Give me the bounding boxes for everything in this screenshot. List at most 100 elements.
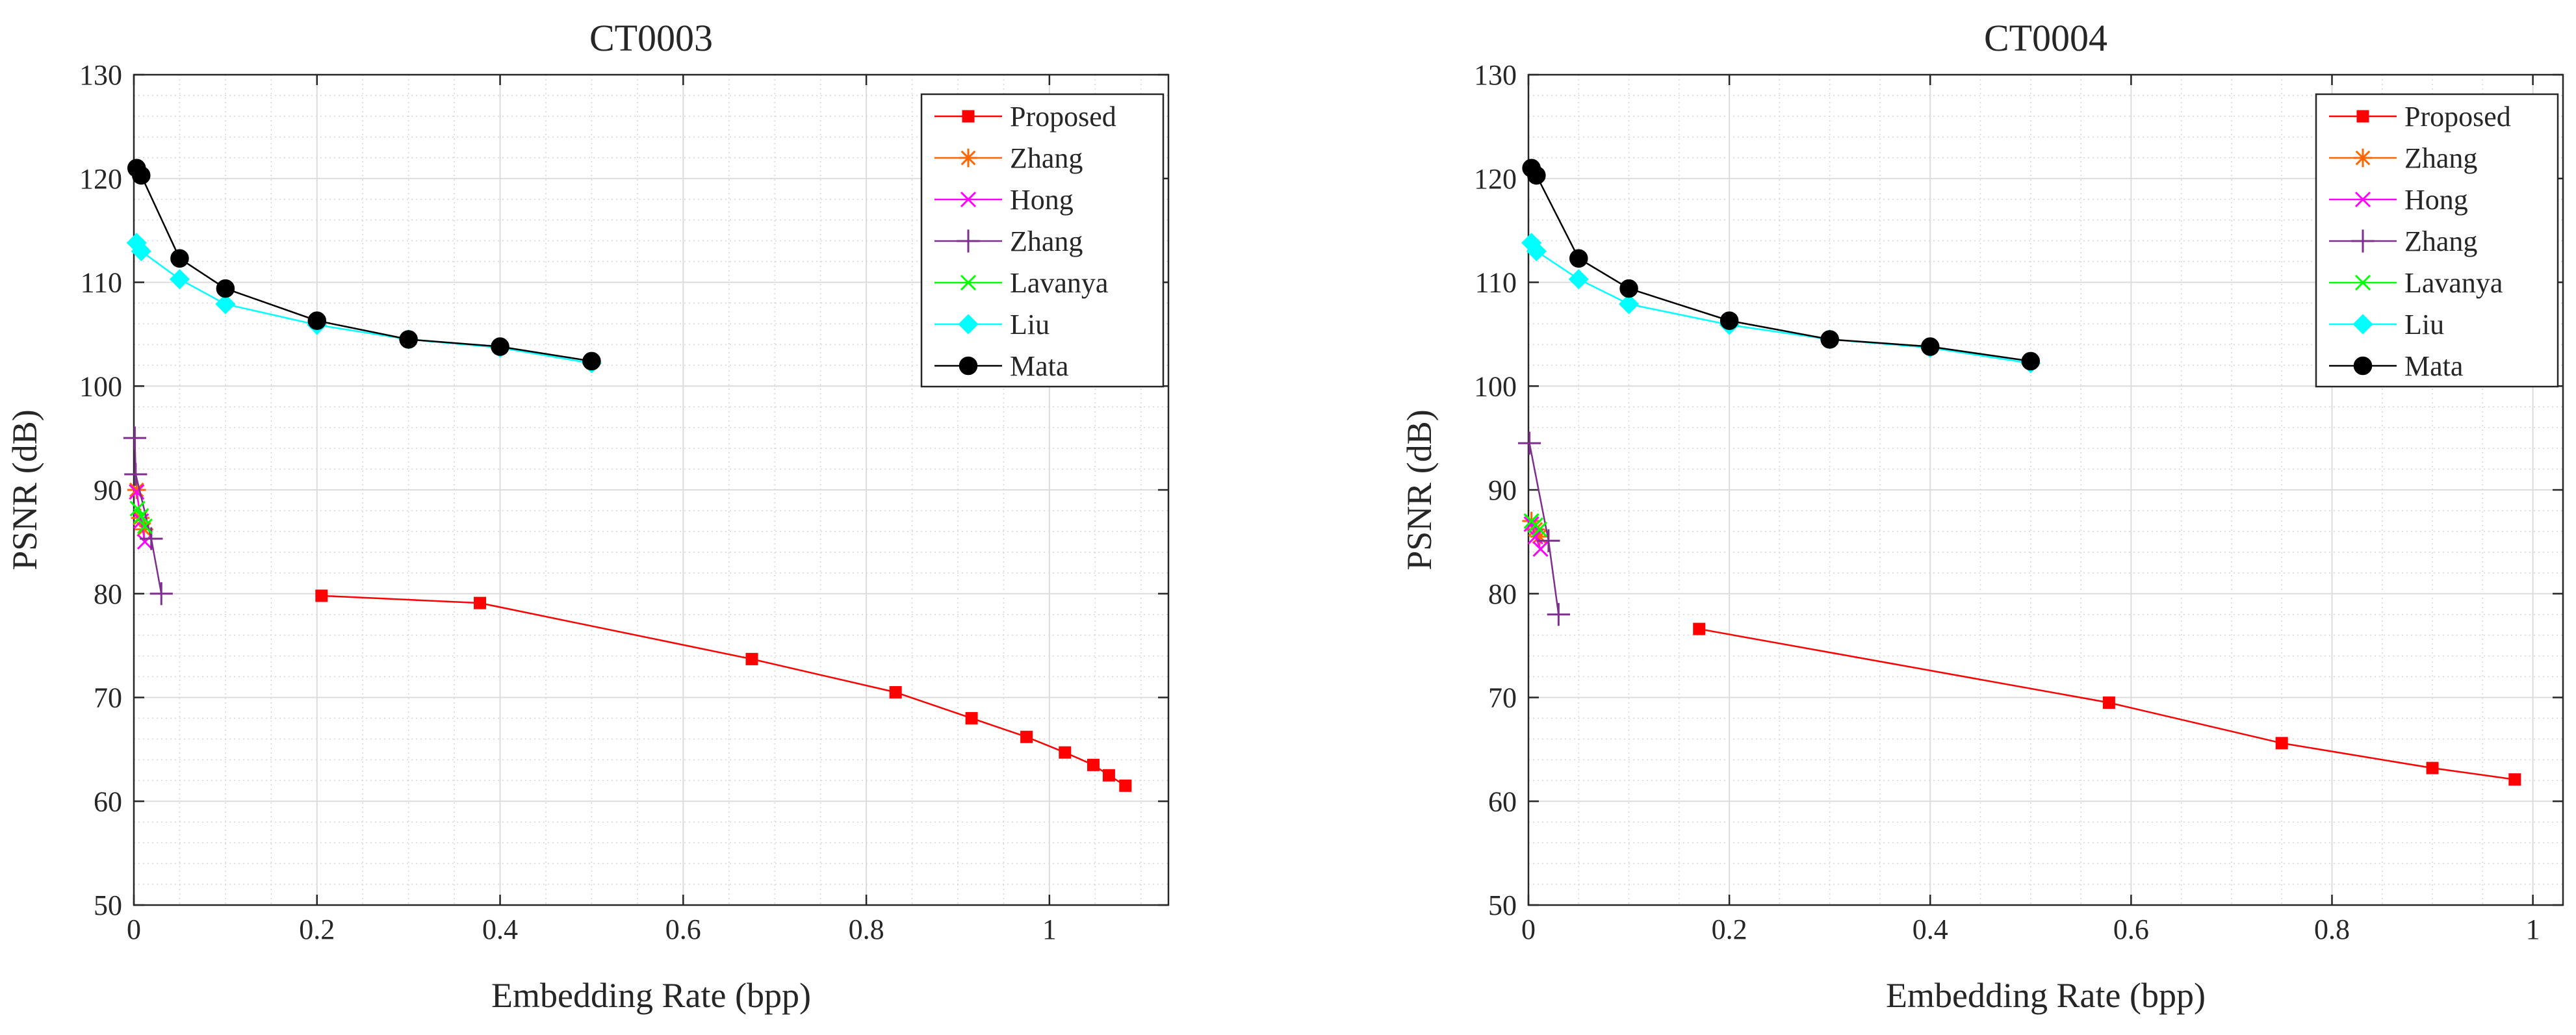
data-point-mata (132, 166, 151, 185)
data-point-lavanya (1531, 521, 1548, 537)
series-group (123, 159, 1132, 792)
data-point-mata (2021, 351, 2041, 371)
data-point-mata (1719, 311, 1739, 330)
series-line-proposed (321, 594, 1126, 787)
legend-marker (960, 191, 977, 208)
x-axis-label: Embedding Rate (bpp) (1886, 976, 2206, 1015)
x-tick-label: 0 (127, 914, 141, 945)
data-point-liu (1568, 269, 1589, 290)
data-point-proposed (889, 686, 902, 699)
y-tick-label: 120 (79, 163, 122, 195)
y-tick-label: 80 (94, 578, 122, 610)
data-point-mata (1820, 330, 1839, 349)
data-point-zhang (1517, 431, 1541, 455)
y-tick-label: 120 (1474, 163, 1517, 195)
data-point-mata (1619, 279, 1638, 298)
legend-label: Zhang (2404, 225, 2477, 257)
data-point-hong (1532, 541, 1549, 557)
y-tick-label: 110 (1475, 267, 1517, 299)
data-point-zhang (149, 582, 173, 606)
y-tick-label: 50 (94, 889, 122, 921)
data-point-liu (1619, 294, 1640, 314)
data-point-proposed (1119, 779, 1132, 792)
y-tick-label: 70 (94, 682, 122, 714)
legend-label: Liu (2404, 309, 2444, 340)
data-point-mata (399, 330, 418, 349)
data-point-proposed (965, 711, 978, 724)
y-tick-label: 130 (79, 59, 122, 91)
legend-label: Zhang (1010, 225, 1083, 257)
legend: Proposed Zhang Hong Zhang Lavanya Liu Mata (2315, 93, 2559, 388)
legend-marker (2352, 314, 2373, 335)
data-point-hong (136, 533, 153, 550)
y-tick-label: 70 (1488, 682, 1517, 714)
y-tick-label: 50 (1488, 889, 1517, 921)
chart-ct0004: 0 0.2 0.4 0.6 0.8 1 50 60 70 80 90 100 110 120 130 CT00… (1400, 17, 2564, 1015)
legend-marker (958, 314, 979, 335)
legend-label: Mata (2404, 350, 2463, 382)
legend-marker (2351, 229, 2375, 253)
data-point-mata (1921, 337, 1940, 356)
data-point-zhang (1537, 529, 1560, 552)
data-point-proposed (1693, 622, 1706, 635)
legend-label: Liu (1010, 309, 1050, 340)
legend-marker (959, 148, 978, 168)
data-point-proposed (2275, 737, 2288, 750)
series-line-zhang (134, 438, 162, 594)
legend-marker (960, 274, 977, 291)
data-point-mata (491, 337, 509, 356)
y-tick-label: 110 (81, 267, 122, 299)
data-point-hong (1523, 516, 1539, 532)
y-tick-label: 90 (1488, 474, 1517, 506)
y-tick-label: 90 (94, 474, 122, 506)
data-point-liu (169, 269, 190, 290)
x-axis-label: Embedding Rate (bpp) (491, 976, 811, 1015)
x-tick-label: 0.6 (2113, 914, 2149, 945)
x-tick-label: 0.4 (482, 914, 518, 945)
data-point-proposed (315, 589, 328, 602)
legend-label: Mata (1010, 350, 1068, 382)
legend-label: Zhang (2404, 142, 2477, 174)
series-line-liu (136, 242, 592, 364)
legend-marker (2354, 191, 2371, 208)
data-point-proposed (474, 596, 487, 609)
y-tick-label: 60 (94, 786, 122, 817)
data-point-zhang (124, 463, 148, 486)
x-tick-label: 0.2 (299, 914, 335, 945)
data-point-mata (307, 311, 327, 330)
chart-ct0003: 0 0.2 0.4 0.6 0.8 1 50 60 70 80 90 100 110 120 130 CT00… (5, 17, 1170, 1015)
series-line-mata (136, 168, 592, 363)
legend-label: Lavanya (2404, 267, 2503, 299)
data-point-zhang (127, 480, 146, 500)
legend-label: Lavanya (1010, 267, 1108, 299)
data-point-proposed (1102, 769, 1115, 782)
data-point-mata (1569, 249, 1588, 268)
x-tick-label: 0.6 (665, 914, 701, 945)
y-axis-label: PSNR (dB) (5, 409, 44, 570)
legend-marker (2353, 148, 2373, 168)
legend: Proposed Zhang Hong Zhang Lavanya Liu Mata (920, 93, 1165, 388)
data-point-mata (1527, 166, 1546, 185)
legend-marker (962, 110, 975, 123)
x-tick-label: 1 (1042, 914, 1057, 945)
x-tick-label: 0.2 (1712, 914, 1747, 945)
x-tick-label: 1 (2526, 914, 2540, 945)
legend-marker (2356, 110, 2369, 123)
legend-label: Zhang (1010, 142, 1083, 174)
data-point-zhang (140, 527, 163, 550)
chart-title: CT0004 (1984, 17, 2107, 59)
legend-marker (957, 229, 980, 253)
y-tick-label: 60 (1488, 786, 1517, 817)
data-point-liu (1526, 241, 1547, 262)
y-tick-label: 100 (1474, 370, 1517, 402)
y-tick-label: 100 (79, 370, 122, 402)
data-point-zhang (135, 520, 153, 539)
x-tick-label: 0.8 (2314, 914, 2350, 945)
y-tick-label: 130 (1474, 59, 1517, 91)
x-tick-label: 0.4 (1913, 914, 1948, 945)
data-point-proposed (1087, 758, 1100, 771)
x-tick-label: 0 (1521, 914, 1536, 945)
series-group (1517, 159, 2521, 786)
legend-label: Hong (2404, 184, 2468, 216)
